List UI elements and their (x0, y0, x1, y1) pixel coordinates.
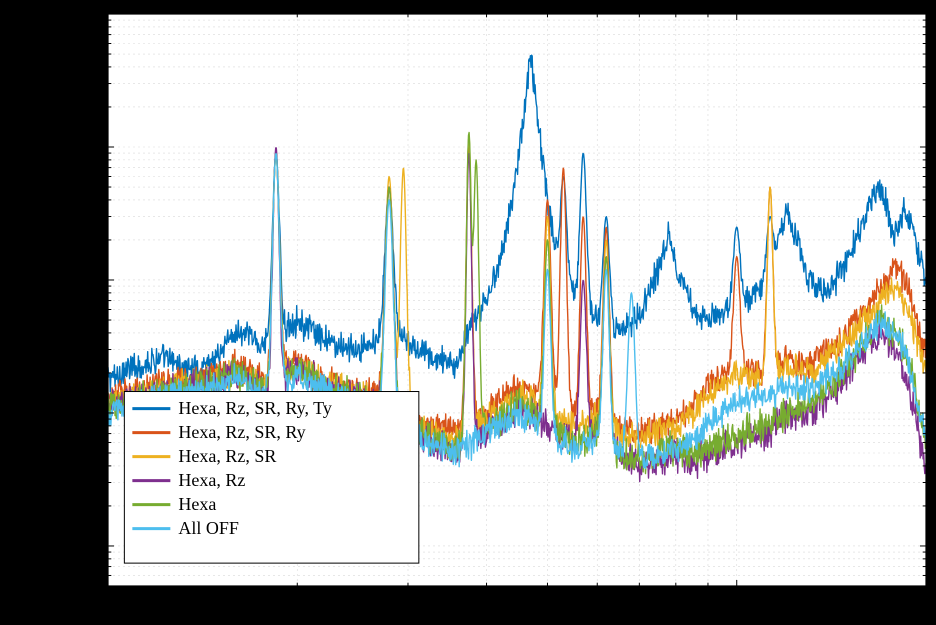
legend: Hexa, Rz, SR, Ry, Ty Hexa, Rz, SR, Ry Hexa… (124, 392, 418, 564)
chart-svg: Hexa, Rz, SR, Ry, Ty Hexa, Rz, SR, Ry Hexa… (0, 0, 936, 625)
legend-label: All OFF (178, 518, 239, 538)
legend-label: Hexa, Rz, SR, Ry, Ty (178, 398, 332, 418)
legend-label: Hexa, Rz (178, 470, 245, 490)
legend-label: Hexa, Rz, SR, Ry (178, 422, 305, 442)
legend-label: Hexa, Rz, SR (178, 446, 276, 466)
legend-label: Hexa (178, 494, 216, 514)
spectrum-chart: Hexa, Rz, SR, Ry, Ty Hexa, Rz, SR, Ry Hexa… (0, 0, 936, 625)
